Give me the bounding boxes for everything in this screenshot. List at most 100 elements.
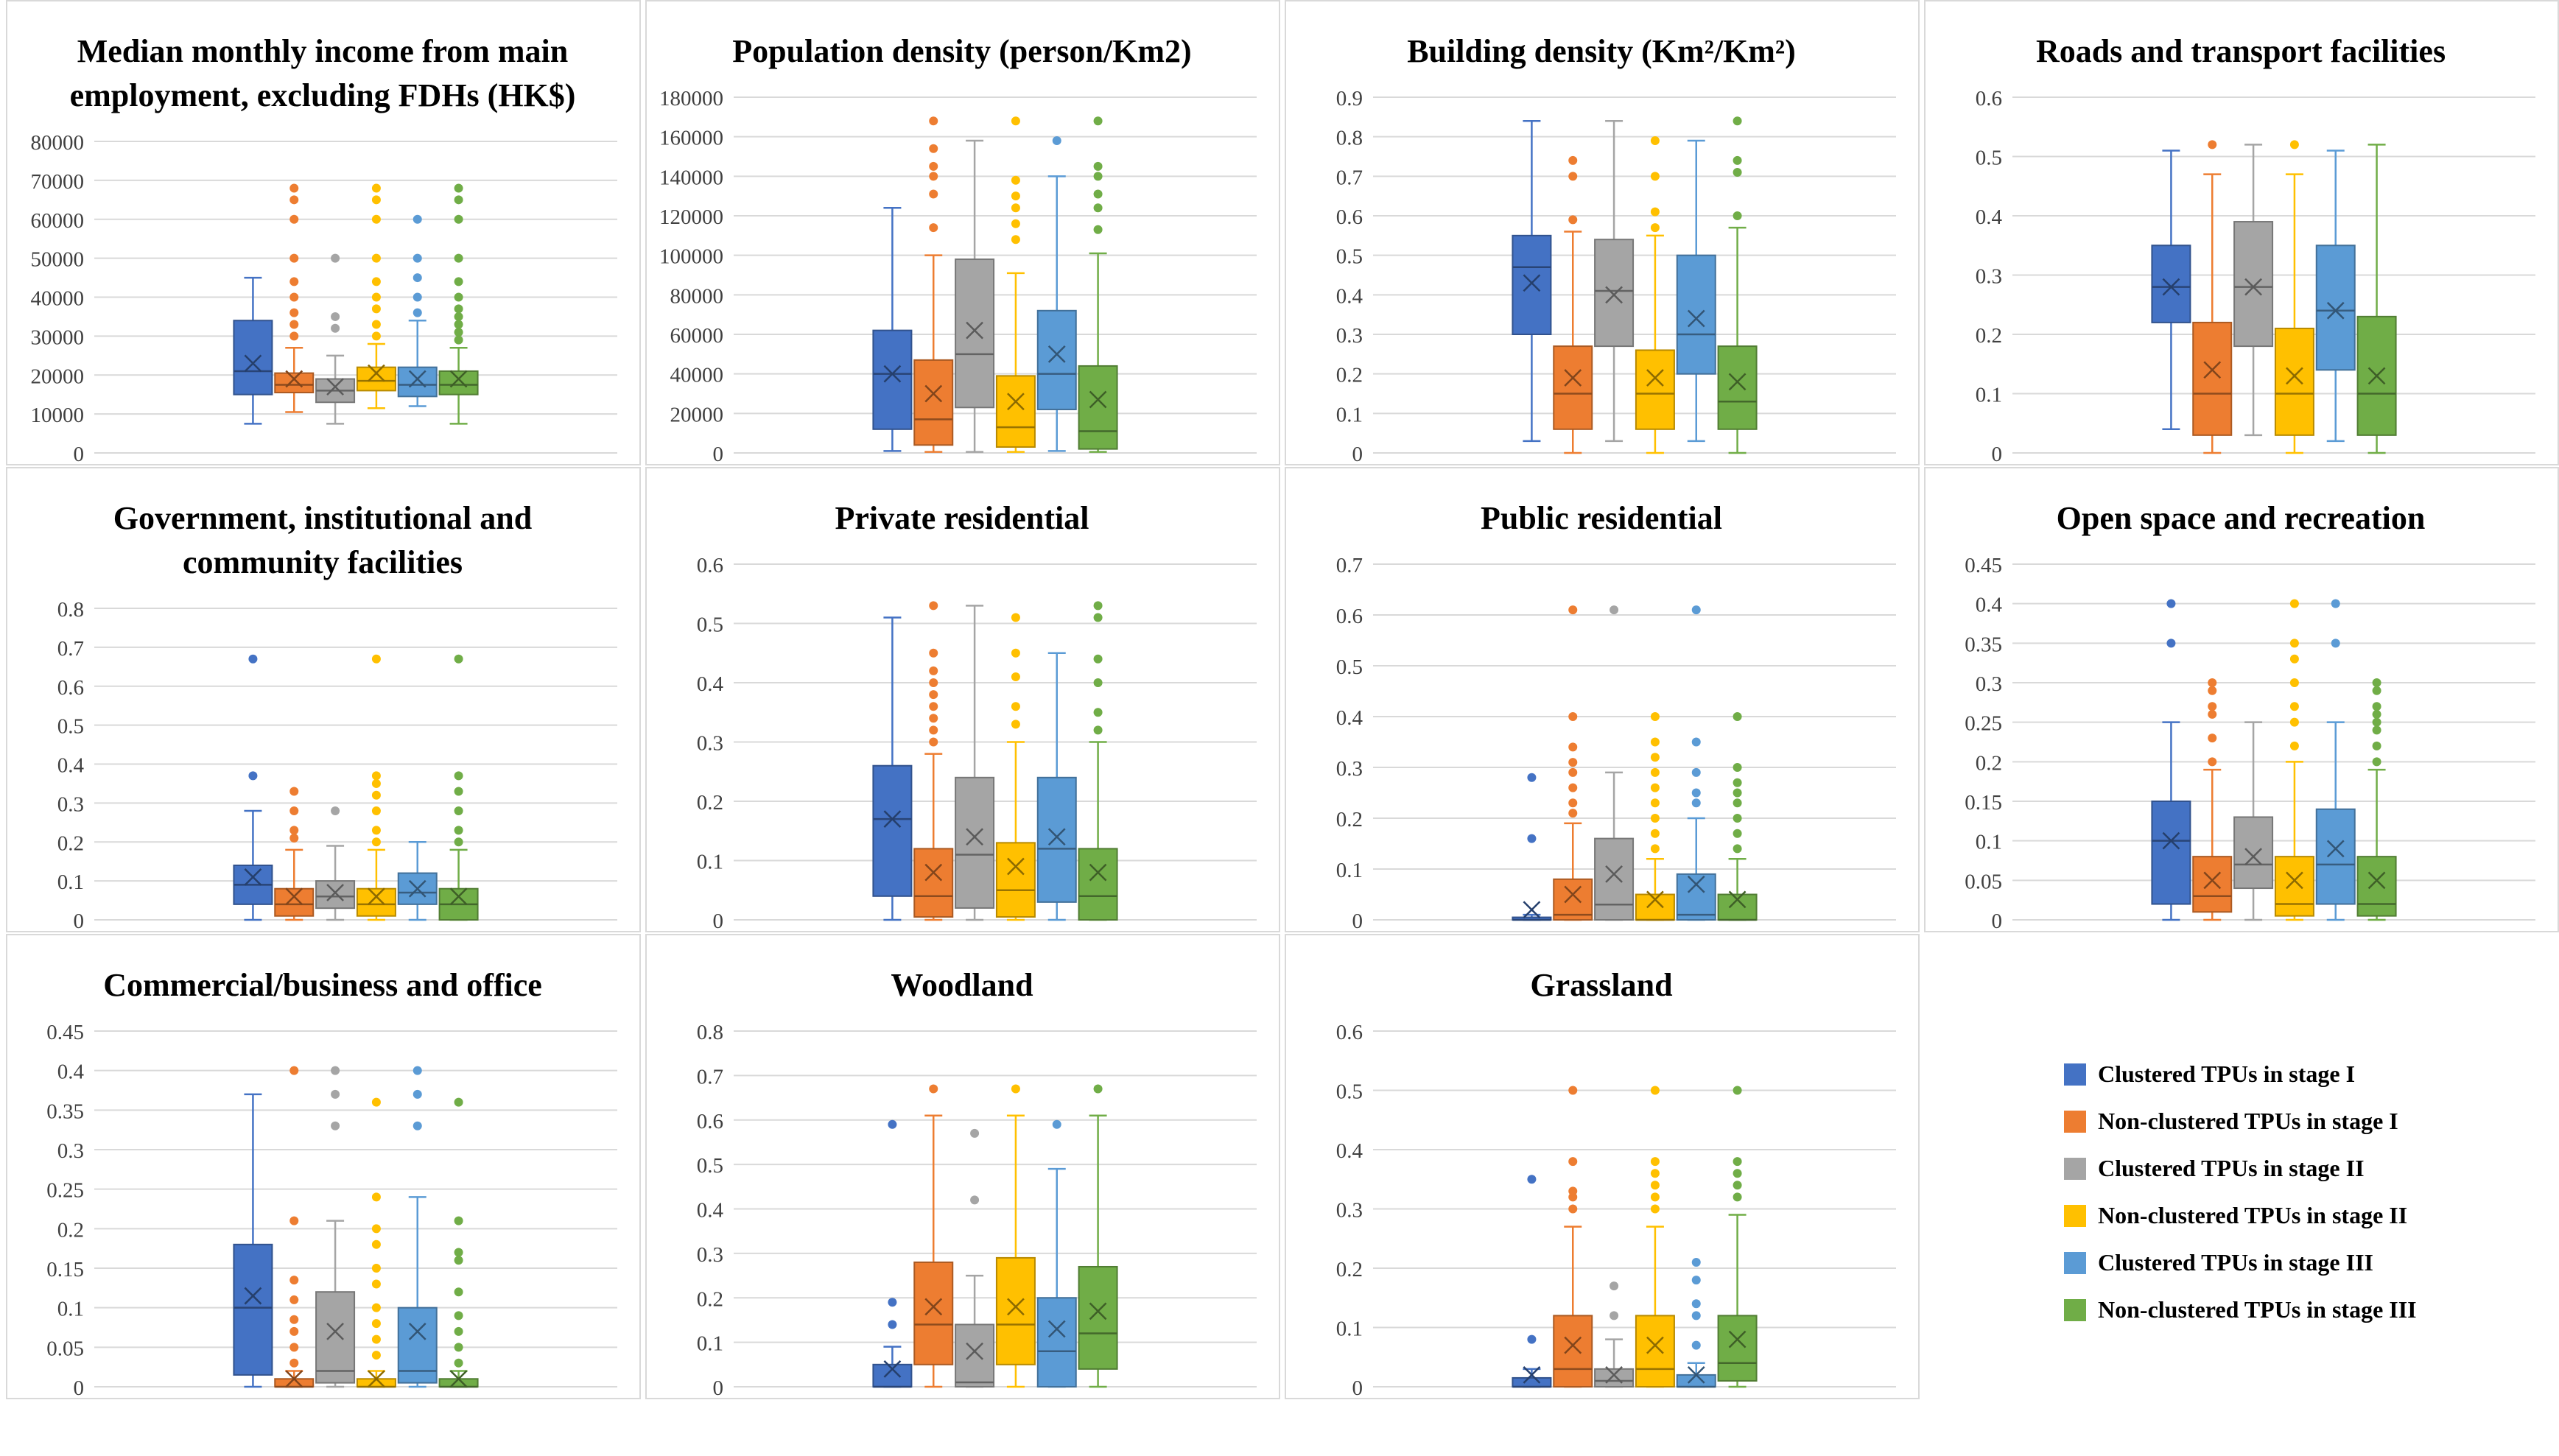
y-tick-label: 40000	[670, 364, 724, 387]
box-series-5	[1717, 116, 1758, 454]
outlier-point	[1011, 219, 1020, 228]
outlier-point	[1568, 605, 1578, 615]
outlier-point	[1093, 725, 1103, 735]
outlier-point	[371, 778, 381, 788]
y-tick-label: 0.2	[57, 1218, 84, 1242]
box-mean-marker	[966, 1342, 983, 1360]
box-series-5	[1078, 601, 1118, 921]
y-tick-label: 0.1	[1336, 859, 1363, 882]
chart-panel-1: Population density (person/Km2) 0 20000 400…	[645, 0, 1280, 466]
y-tick-label: 0	[713, 1376, 724, 1400]
outlier-point	[454, 787, 463, 796]
outlier-point	[929, 714, 938, 723]
chart-panel-4: Government, institutional and community f…	[6, 467, 641, 933]
box-series-1	[2192, 140, 2233, 454]
y-tick-label: 60000	[31, 209, 85, 233]
box-iqr	[1036, 1297, 1077, 1388]
chart-panel-6: Public residential 0 0.1 0.2 0.3 0.4 0.5 0.6 0.7	[1285, 467, 1920, 933]
outlier-point	[454, 304, 463, 314]
outlier-point	[289, 1295, 299, 1304]
outlier-point	[289, 1343, 299, 1352]
outlier-point	[929, 666, 938, 675]
y-tick-label: 0.2	[1976, 751, 2002, 775]
box-mean-marker	[924, 863, 943, 882]
chart-frame	[6, 467, 641, 932]
y-tick-label: 0.05	[46, 1337, 84, 1360]
outlier-point	[371, 771, 381, 781]
outlier-point	[454, 1248, 463, 1257]
box-iqr	[995, 375, 1036, 448]
box-iqr	[397, 872, 438, 905]
box-mean-marker	[924, 384, 943, 403]
outlier-point	[1650, 1157, 1660, 1167]
outlier-point	[2289, 678, 2299, 687]
box-series-4	[397, 841, 438, 921]
y-tick-label: 0	[74, 443, 85, 466]
box-series-5	[1078, 1084, 1118, 1388]
outlier-point	[454, 320, 463, 329]
box-series-4	[1036, 136, 1077, 452]
y-tick-label: 0.5	[1336, 245, 1363, 269]
box-mean-marker	[1047, 828, 1066, 846]
chart-panel-3: Roads and transport facilities 0 0.1 0.2 0.3…	[1924, 0, 2559, 466]
chart-title: Population density (person/Km2)	[732, 33, 1191, 69]
outlier-point	[1650, 844, 1660, 854]
box-series-0	[1512, 119, 1552, 443]
outlier-point	[1052, 136, 1061, 146]
box-series-5	[438, 1097, 479, 1388]
outlier-point	[2372, 686, 2381, 695]
y-tick-label: 0.5	[57, 715, 84, 739]
box-mean-marker	[2286, 367, 2303, 385]
y-tick-label: 0	[1352, 910, 1363, 933]
box-iqr	[995, 842, 1036, 918]
outlier-point	[371, 292, 381, 302]
box-series-1	[2192, 678, 2233, 921]
outlier-point	[1610, 1311, 1619, 1320]
outlier-point	[1093, 116, 1103, 126]
box-series-2	[2233, 144, 2274, 437]
box-series-1	[913, 116, 954, 453]
outlier-point	[1093, 613, 1103, 622]
outlier-point	[2208, 140, 2217, 150]
chart-title: community facilities	[183, 544, 463, 580]
outlier-point	[371, 1192, 381, 1202]
box-mean-marker	[1646, 890, 1664, 909]
y-tick-label: 0.5	[697, 1154, 723, 1178]
box-series-0	[233, 276, 273, 425]
box-mean-marker	[2162, 831, 2180, 850]
box-mean-marker	[368, 364, 385, 382]
outlier-point	[371, 253, 381, 263]
box-series-4	[2315, 599, 2356, 921]
outlier-point	[1733, 211, 1742, 220]
outlier-point	[454, 837, 463, 847]
outlier-point	[1733, 155, 1742, 165]
y-tick-label: 0.45	[46, 1021, 84, 1044]
outlier-point	[2289, 702, 2299, 711]
box-iqr	[2315, 808, 2356, 905]
box-series-0	[233, 654, 273, 921]
outlier-point	[1568, 783, 1578, 792]
chart-panel-9: Woodland 0 0.1 0.2 0.3 0.4 0.5 0.6 0.7 0.8	[645, 934, 1280, 1400]
box-series-1	[274, 787, 315, 921]
box-mean-marker	[1089, 390, 1107, 409]
outlier-point	[1568, 712, 1578, 721]
box-iqr	[2151, 245, 2191, 323]
outlier-point	[1733, 778, 1742, 787]
box-series-1	[274, 183, 315, 413]
y-tick-label: 0.6	[697, 1110, 723, 1133]
y-tick-label: 0.9	[1336, 87, 1363, 110]
y-tick-label: 20000	[31, 365, 85, 388]
chart-frame	[645, 934, 1280, 1399]
y-tick-label: 0.1	[1336, 403, 1363, 426]
legend-swatch	[2064, 1252, 2086, 1274]
y-tick-label: 0.8	[697, 1021, 723, 1044]
box-series-0	[1512, 1175, 1552, 1388]
y-tick-label: 100000	[659, 245, 723, 269]
y-tick-label: 0.1	[1976, 831, 2002, 854]
box-mean-marker	[966, 828, 983, 846]
outlier-point	[1650, 798, 1660, 808]
y-tick-label: 0.25	[1965, 712, 2002, 736]
outlier-point	[1011, 648, 1020, 658]
outlier-point	[929, 144, 938, 153]
outlier-point	[929, 737, 938, 747]
